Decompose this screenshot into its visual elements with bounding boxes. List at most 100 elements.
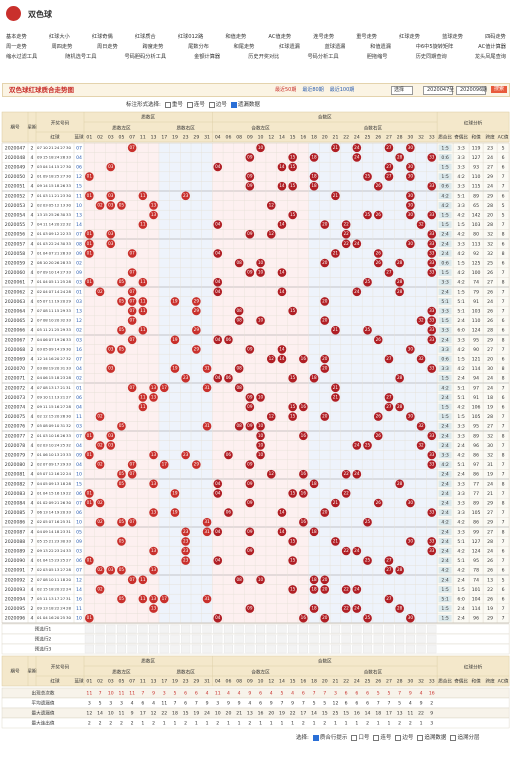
checkbox[interactable] [230, 101, 237, 108]
nav-link[interactable]: 和尾走势 [233, 44, 255, 50]
nav-link[interactable]: 蓝球走势 [442, 34, 463, 40]
nav-link[interactable]: AC值走势 [268, 34, 292, 40]
stats-value: 17 [386, 711, 392, 717]
nav-link[interactable]: 和值遗漏 [370, 44, 391, 50]
nav-link[interactable]: 连号走势 [313, 34, 335, 40]
nav-link[interactable]: 红球走势 [399, 34, 420, 40]
red-number: 01 [37, 615, 42, 620]
nav-link[interactable]: 随机选号工具 [65, 54, 97, 60]
stats-value: 22 [161, 711, 167, 717]
nav-link[interactable]: 号码分析工具 [307, 54, 339, 60]
from-input[interactable]: 2020047 [423, 86, 454, 95]
stats-value: 1 [280, 721, 283, 727]
ball-circle [288, 556, 297, 565]
nav-link[interactable]: 历史开奖对比 [248, 54, 280, 60]
nav-link[interactable]: 四码走势 [485, 34, 506, 40]
nav-link[interactable]: 和值走势 [225, 34, 247, 40]
range-link[interactable]: 最近80期 [302, 87, 324, 93]
analysis-cell: 115 [472, 184, 481, 190]
nav-link[interactable]: 基本走势 [6, 34, 27, 40]
stats-value: 1 [345, 721, 348, 727]
ball-label: 11 [140, 308, 146, 313]
red-number: 32 [60, 318, 65, 323]
preselect-cell [277, 634, 287, 644]
preselect-cell [256, 644, 266, 654]
checkbox[interactable] [373, 734, 380, 741]
ball-number: 19 [172, 679, 178, 685]
checkbox[interactable] [417, 734, 424, 741]
ball-circle [106, 191, 116, 201]
nav-link[interactable]: 尾数分布 [188, 44, 209, 50]
header-cell: 星期 [27, 669, 37, 675]
stats-value: 2 [302, 721, 305, 727]
checkbox[interactable] [186, 101, 193, 108]
analysis-cell: 100 [472, 270, 481, 276]
checkbox[interactable] [312, 734, 319, 741]
nav-link[interactable]: 号码胆码分析工具 [124, 54, 167, 60]
analysis-cell: 124 [472, 328, 481, 334]
nav-link[interactable]: 红球012路 [177, 34, 204, 40]
analysis-cell: 4:2 [441, 385, 448, 391]
to-input[interactable]: 2020096 [456, 86, 487, 95]
ball-number: 14 [279, 135, 285, 141]
ball-circle [106, 565, 116, 575]
nav-link[interactable]: 金额计算器 [194, 54, 221, 60]
nav-link[interactable]: 重号走势 [356, 34, 377, 40]
nav-link[interactable]: 红球奇偶 [91, 34, 113, 40]
ball-label: 07 [129, 471, 135, 476]
nav-link[interactable]: 蓝球遗漏 [324, 44, 346, 50]
analysis-cell: 31 [487, 462, 493, 468]
red-number: 33 [66, 548, 71, 553]
ball-circle [427, 364, 437, 373]
ball-number: 01 [86, 135, 92, 141]
search-button[interactable]: 搜索 [491, 86, 508, 93]
ball-circle [256, 143, 265, 153]
nav-link[interactable]: 跨度走势 [142, 44, 164, 50]
nav-link[interactable]: 红球质合 [134, 34, 156, 40]
ball-circle [427, 546, 437, 556]
nav-link[interactable]: 缩水过滤工具 [6, 54, 38, 60]
preselect-cell [234, 634, 244, 644]
ball-label: 18 [311, 577, 317, 582]
checkbox[interactable] [351, 734, 358, 741]
red-number: 07 [49, 519, 54, 524]
issue: 2020092 [5, 577, 26, 583]
ball-circle [138, 393, 148, 402]
ratio-bg [438, 144, 452, 152]
select[interactable]: 选择 [391, 86, 414, 95]
analysis-cell: 78 [473, 568, 479, 574]
nav-link[interactable]: 胆拖缩号 [366, 54, 388, 60]
nav-link[interactable]: 历史同期查询 [415, 54, 447, 60]
nav-link[interactable]: 周四走势 [51, 44, 73, 50]
stats-value: 6 [355, 691, 358, 697]
nav-link[interactable]: 中6中5旋转矩阵 [415, 44, 454, 50]
red-number: 27 [60, 356, 65, 361]
issue: 2020048 [5, 155, 26, 161]
range-link[interactable]: 最近50期 [275, 87, 297, 93]
nav-link[interactable]: 周日走势 [97, 44, 118, 50]
ball-circle [245, 181, 255, 191]
red-number: 26 [60, 183, 65, 188]
ball-label: 32 [418, 222, 424, 227]
ball-label: 04 [215, 250, 221, 255]
ball-label: 25 [365, 212, 371, 217]
ball-circle [427, 316, 437, 325]
analysis-cell: 7 [502, 414, 505, 420]
checkbox[interactable] [395, 734, 402, 741]
range-link[interactable]: 最近100期 [329, 87, 355, 93]
analysis-cell: 86 [473, 520, 479, 526]
checkbox[interactable] [450, 734, 457, 741]
nav-link[interactable]: 红球遗漏 [279, 44, 300, 50]
ball-label: 30 [408, 202, 414, 207]
nav-link[interactable]: AC值计算器 [478, 44, 506, 50]
preselect-cell [288, 644, 298, 654]
nav-link[interactable]: 周一走势 [6, 44, 27, 50]
blue-number: 03 [76, 424, 82, 430]
checkbox[interactable] [164, 101, 171, 108]
stats-value: 1 [387, 721, 390, 727]
nav-link[interactable]: 红球大小 [48, 34, 70, 40]
checkbox[interactable] [208, 101, 215, 108]
nav-link[interactable]: 龙头凤尾查询 [474, 54, 506, 60]
red-number: 05 [37, 538, 42, 543]
red-number: 17 [54, 596, 59, 601]
